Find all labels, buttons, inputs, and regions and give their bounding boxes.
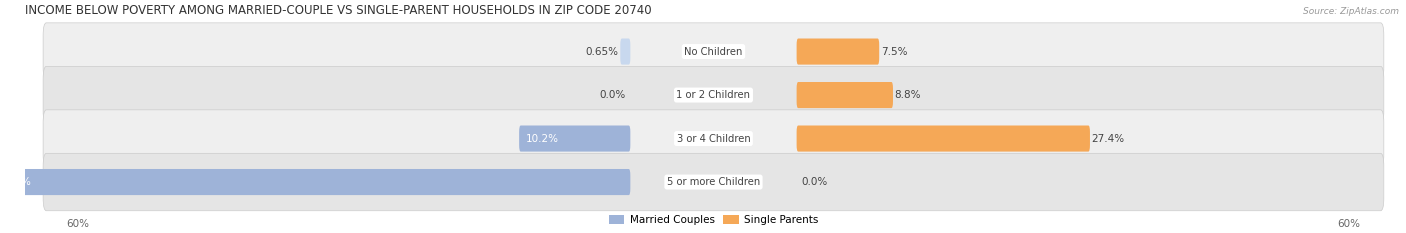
FancyBboxPatch shape (797, 38, 879, 65)
FancyBboxPatch shape (797, 126, 1090, 152)
FancyBboxPatch shape (44, 23, 1384, 80)
Text: 0.0%: 0.0% (801, 177, 828, 187)
FancyBboxPatch shape (620, 38, 630, 65)
Legend: Married Couples, Single Parents: Married Couples, Single Parents (609, 215, 818, 225)
FancyBboxPatch shape (519, 126, 630, 152)
Text: 60.0%: 60.0% (0, 177, 31, 187)
Text: 10.2%: 10.2% (526, 134, 560, 144)
FancyBboxPatch shape (44, 110, 1384, 167)
Text: 5 or more Children: 5 or more Children (666, 177, 761, 187)
Text: 8.8%: 8.8% (894, 90, 921, 100)
FancyBboxPatch shape (797, 82, 893, 108)
FancyBboxPatch shape (44, 66, 1384, 124)
Text: No Children: No Children (685, 47, 742, 57)
FancyBboxPatch shape (44, 153, 1384, 211)
Text: 0.65%: 0.65% (586, 47, 619, 57)
Text: 1 or 2 Children: 1 or 2 Children (676, 90, 751, 100)
Text: 27.4%: 27.4% (1091, 134, 1125, 144)
Text: Source: ZipAtlas.com: Source: ZipAtlas.com (1303, 7, 1399, 16)
Text: INCOME BELOW POVERTY AMONG MARRIED-COUPLE VS SINGLE-PARENT HOUSEHOLDS IN ZIP COD: INCOME BELOW POVERTY AMONG MARRIED-COUPL… (25, 4, 652, 17)
Text: 0.0%: 0.0% (599, 90, 626, 100)
Text: 3 or 4 Children: 3 or 4 Children (676, 134, 751, 144)
FancyBboxPatch shape (0, 169, 630, 195)
Text: 7.5%: 7.5% (880, 47, 907, 57)
